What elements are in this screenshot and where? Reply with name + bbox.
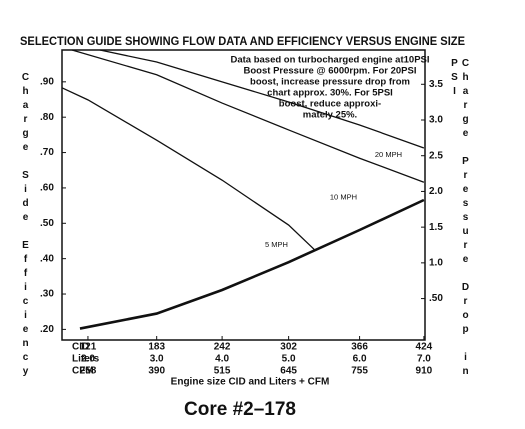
y2-axis-label: Charge Pressure Drop in PSI: [449, 58, 471, 380]
caption: Core #2–178: [184, 399, 296, 420]
y-tick-label: .60: [40, 183, 54, 194]
y-tick-label: .20: [40, 324, 54, 335]
plot-frame: [61, 49, 426, 341]
y-tick-label: .90: [40, 76, 54, 87]
x-tick-label: 424: [416, 342, 433, 353]
y2-tick-label: .50: [429, 293, 443, 304]
series-line: [61, 87, 316, 251]
y-tick-label: .80: [40, 112, 54, 123]
y-tick-label: .40: [40, 253, 54, 264]
x-tick-label: 121: [80, 342, 97, 353]
y-tick-label: .50: [40, 218, 54, 229]
x-row-name: CFM: [72, 366, 94, 377]
x-tick-label: 910: [416, 366, 433, 377]
y2-tick-label: 1.0: [429, 257, 443, 268]
annotation: Data based on turbocharged engine at10PS…: [230, 55, 429, 66]
x-tick-label: 4.0: [215, 354, 229, 365]
series-line: [99, 49, 425, 149]
x-row-name: Liters: [72, 354, 100, 365]
x-tick-label: 242: [214, 342, 231, 353]
y-tick-label: .70: [40, 147, 54, 158]
x-axis-label: Engine size CID and Liters + CFM: [171, 377, 330, 388]
series-label: 10 MPH: [330, 192, 357, 201]
series-line: [71, 49, 425, 183]
series-label: 5 MPH: [265, 240, 288, 249]
annotation: boost, reduce approxi-: [279, 99, 381, 110]
series-label: 20 MPH: [375, 150, 402, 159]
y2-tick-label: 1.5: [429, 222, 443, 233]
x-tick-label: 366: [351, 342, 368, 353]
x-tick-label: 5.0: [282, 354, 296, 365]
x-tick-label: 6.0: [353, 354, 367, 365]
annotation: boost, increase pressure drop from: [250, 77, 410, 88]
series-line: [79, 198, 425, 330]
x-tick-label: 390: [148, 366, 165, 377]
x-tick-label: 645: [280, 366, 297, 377]
annotation: chart approx. 30%. For 5PSI: [267, 88, 393, 99]
y2-tick-label: 2.0: [429, 186, 443, 197]
chart-title: SELECTION GUIDE SHOWING FLOW DATA AND EF…: [20, 36, 465, 48]
x-tick-label: 183: [148, 342, 165, 353]
y2-tick-label: 3.5: [429, 79, 443, 90]
x-tick-label: 755: [351, 366, 368, 377]
x-tick-label: 515: [214, 366, 231, 377]
x-row-name: CID: [72, 342, 89, 353]
y-tick-label: .30: [40, 289, 54, 300]
y2-tick-label: 3.0: [429, 115, 443, 126]
x-tick-label: 2.0: [81, 354, 95, 365]
x-tick-label: 7.0: [417, 354, 431, 365]
x-tick-label: 3.0: [150, 354, 164, 365]
y-axis-label: Charge Side Efficiency: [20, 72, 31, 380]
annotation: Boost Pressure @ 6000rpm. For 20PSI: [244, 66, 417, 77]
x-tick-label: 258: [80, 366, 97, 377]
y2-tick-label: 2.5: [429, 150, 443, 161]
x-tick-label: 302: [280, 342, 297, 353]
